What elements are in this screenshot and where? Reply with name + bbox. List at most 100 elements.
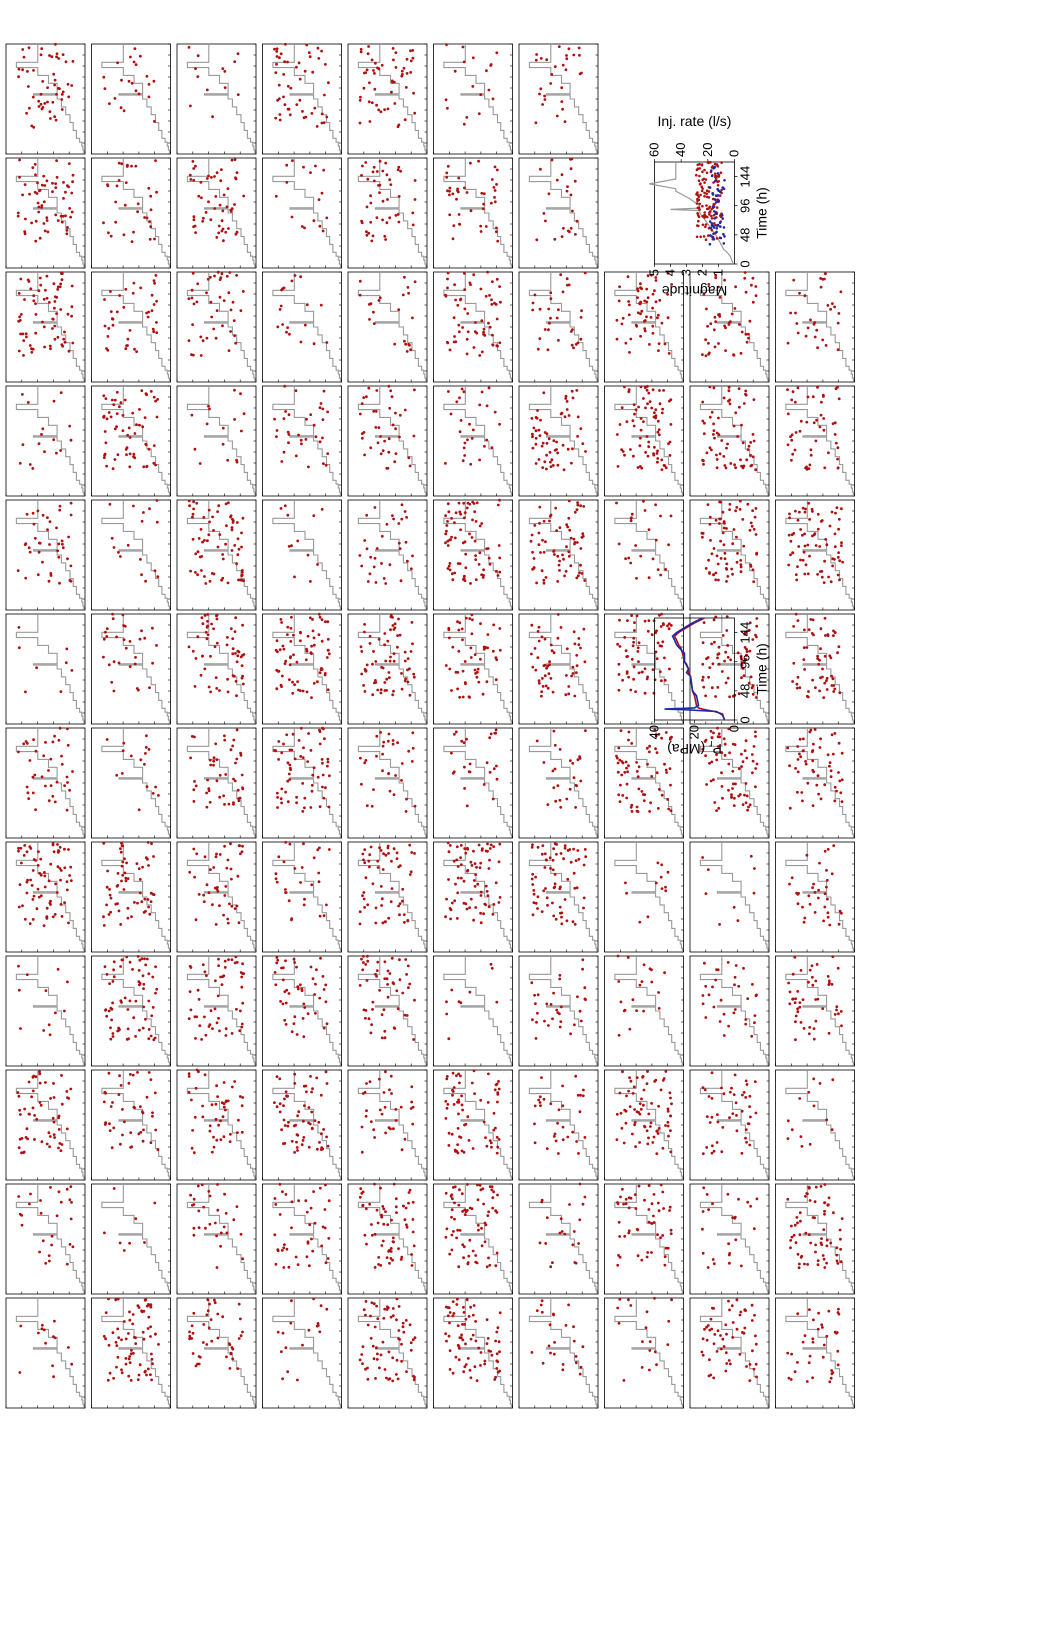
event-dot bbox=[490, 303, 494, 306]
event-dot bbox=[59, 391, 63, 394]
event-dot bbox=[236, 1131, 239, 1134]
event-dot bbox=[576, 415, 580, 419]
event-dot bbox=[413, 804, 417, 808]
injection-rate-line bbox=[15, 1184, 85, 1294]
event-dot bbox=[216, 545, 220, 549]
event-dot bbox=[106, 869, 109, 873]
event-dot bbox=[303, 796, 307, 800]
event-dot bbox=[555, 114, 559, 118]
event-dot bbox=[396, 1007, 400, 1011]
event-dot bbox=[284, 790, 288, 794]
event-dot bbox=[364, 759, 368, 762]
event-dot bbox=[498, 842, 502, 846]
event-panel bbox=[433, 157, 513, 269]
event-dot bbox=[366, 959, 370, 963]
event-dot bbox=[227, 291, 231, 295]
event-dot bbox=[385, 1305, 389, 1309]
event-dot bbox=[208, 800, 212, 804]
event-dot bbox=[133, 662, 137, 666]
event-dot bbox=[235, 1007, 238, 1011]
event-dot bbox=[59, 282, 63, 286]
event-dot bbox=[122, 1249, 126, 1252]
event-dot bbox=[190, 735, 194, 738]
event-dot bbox=[307, 1264, 311, 1268]
event-dot bbox=[55, 451, 58, 455]
event-dot bbox=[314, 982, 317, 986]
event-dot bbox=[280, 787, 284, 791]
event-dot bbox=[42, 200, 46, 204]
injection-rate-line bbox=[186, 272, 256, 382]
event-dot bbox=[131, 1073, 135, 1077]
event-dot bbox=[316, 848, 320, 852]
event-dot bbox=[207, 1326, 211, 1330]
event-dot bbox=[538, 434, 542, 437]
event-dot bbox=[567, 516, 571, 520]
event-dot bbox=[318, 805, 322, 808]
event-dot bbox=[204, 630, 208, 634]
event-dot bbox=[381, 218, 385, 222]
event-dot bbox=[310, 696, 313, 699]
event-dot bbox=[444, 532, 448, 536]
event-dot bbox=[149, 900, 153, 903]
event-dot bbox=[137, 92, 141, 96]
event-dot bbox=[402, 1330, 406, 1334]
event-dot bbox=[287, 772, 291, 776]
event-dot bbox=[210, 1103, 214, 1107]
event-dot bbox=[135, 350, 139, 353]
event-dot bbox=[319, 1093, 323, 1097]
event-dot bbox=[444, 1191, 448, 1195]
event-dot bbox=[480, 319, 484, 323]
event-panel bbox=[91, 385, 171, 497]
event-dot bbox=[155, 987, 159, 991]
event-dot bbox=[278, 1110, 282, 1114]
event-dot bbox=[395, 1358, 399, 1362]
event-dot bbox=[19, 1113, 22, 1116]
event-dot bbox=[447, 850, 451, 854]
event-dot bbox=[237, 1337, 241, 1340]
event-dot bbox=[275, 687, 279, 691]
event-dot bbox=[122, 638, 126, 641]
event-dot bbox=[359, 47, 363, 51]
event-dot bbox=[478, 458, 482, 462]
event-dot bbox=[109, 290, 112, 293]
event-dot bbox=[566, 283, 569, 287]
event-dot bbox=[118, 1241, 122, 1245]
event-dot bbox=[197, 998, 201, 1001]
event-dot bbox=[281, 966, 285, 970]
event-dot bbox=[469, 462, 473, 466]
event-dot bbox=[571, 665, 575, 669]
event-dot bbox=[413, 280, 417, 284]
event-dot bbox=[380, 904, 384, 907]
event-dot bbox=[379, 849, 383, 852]
injection-rate-line bbox=[101, 386, 170, 496]
event-dot bbox=[563, 415, 567, 419]
event-dot bbox=[581, 442, 585, 445]
event-dot bbox=[215, 852, 218, 856]
event-dot bbox=[498, 556, 502, 560]
event-dot bbox=[147, 748, 151, 751]
event-dot bbox=[468, 1368, 472, 1372]
event-dot bbox=[290, 1200, 294, 1204]
event-dot bbox=[108, 1122, 111, 1126]
event-dot bbox=[364, 963, 368, 966]
event-dot bbox=[190, 296, 194, 300]
panel-frame bbox=[347, 955, 428, 1067]
event-dot bbox=[135, 687, 139, 690]
event-dot bbox=[286, 633, 289, 636]
event-dot bbox=[43, 871, 46, 874]
event-dot bbox=[219, 1119, 223, 1123]
event-dot bbox=[104, 1121, 107, 1125]
event-dot bbox=[39, 894, 43, 898]
event-dot bbox=[216, 1312, 220, 1316]
event-dot bbox=[282, 1266, 286, 1269]
event-dot bbox=[444, 1116, 448, 1120]
event-dot bbox=[214, 979, 217, 983]
event-dot bbox=[41, 427, 45, 431]
event-dot bbox=[228, 271, 232, 274]
event-dot bbox=[112, 1126, 116, 1130]
event-dot bbox=[321, 407, 325, 411]
event-dot bbox=[477, 680, 481, 684]
event-dot bbox=[478, 866, 482, 869]
event-dot bbox=[456, 891, 460, 895]
event-dot bbox=[112, 660, 116, 664]
